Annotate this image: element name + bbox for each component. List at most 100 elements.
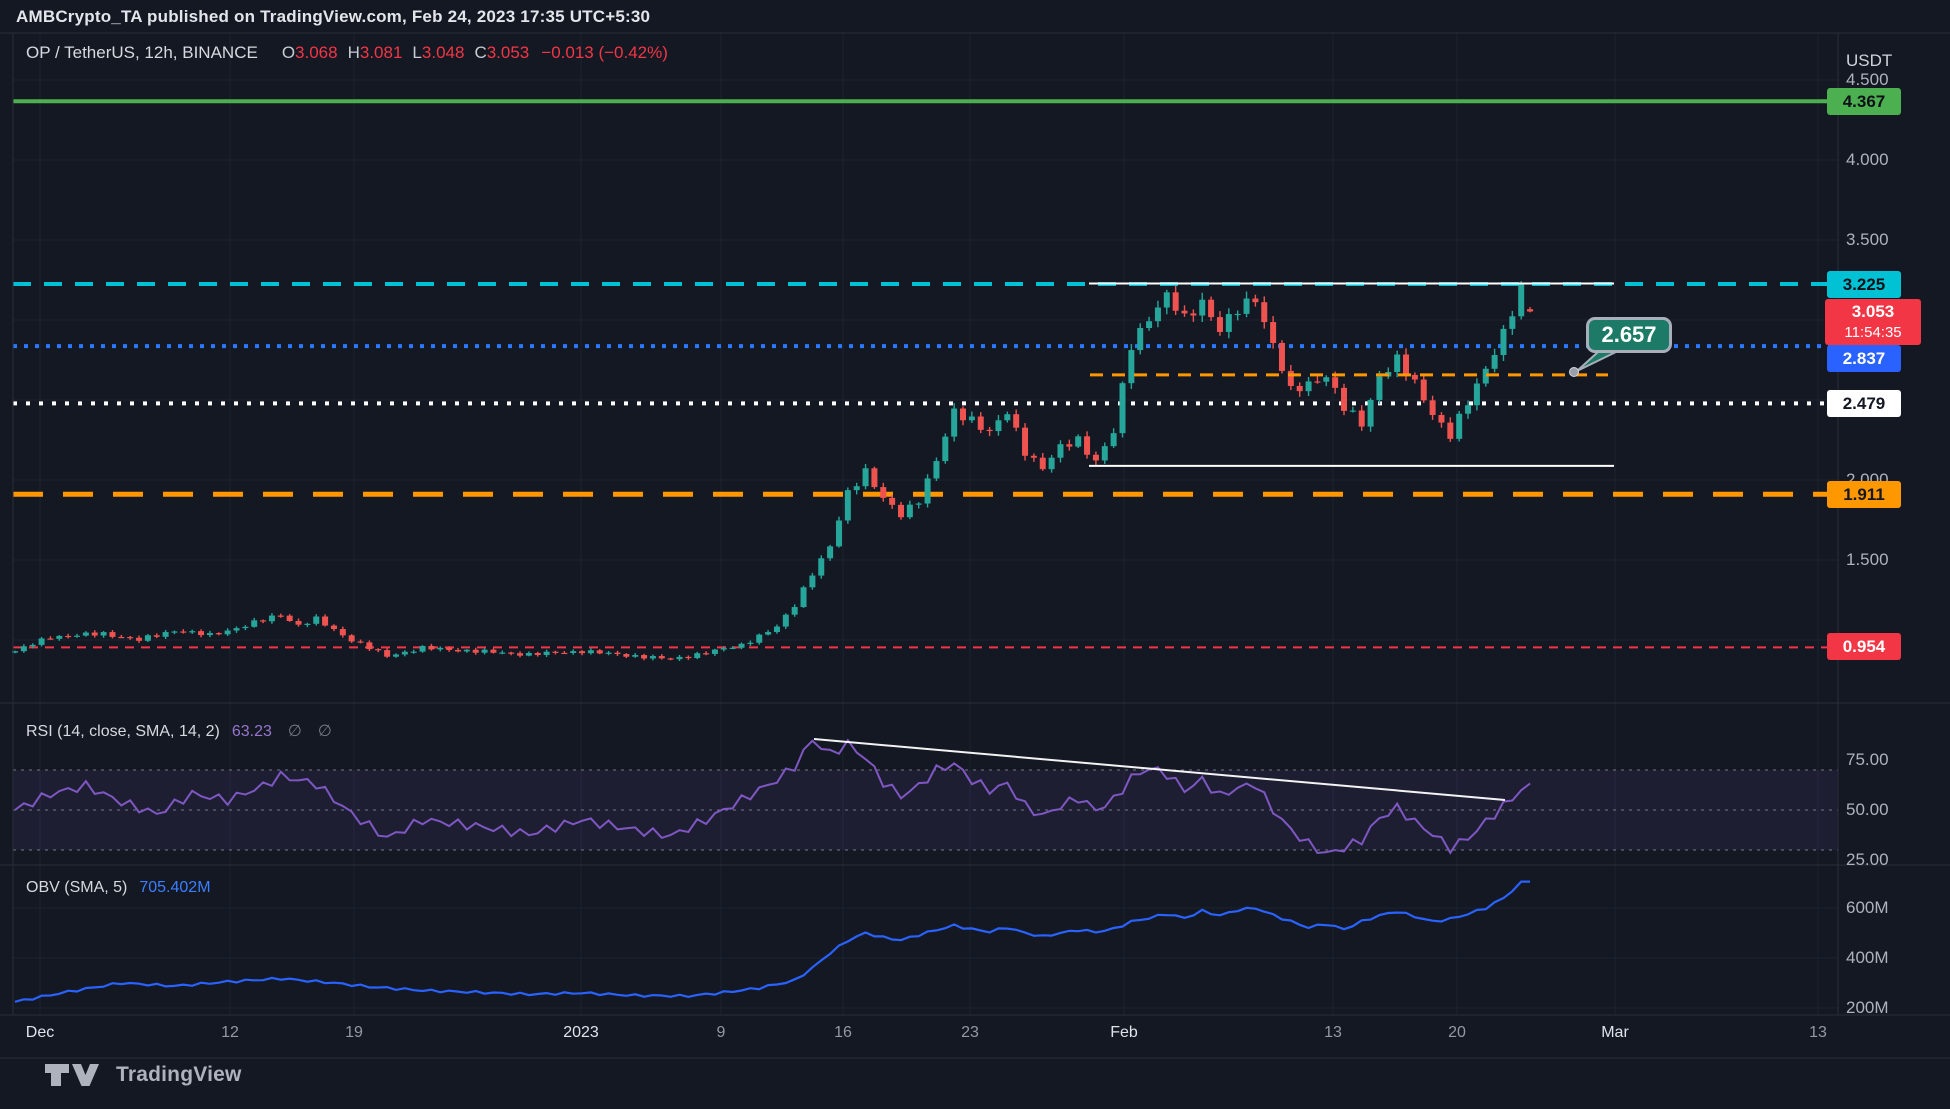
candle-body [889, 497, 896, 505]
price-label-2.479: 2.479 [1827, 390, 1901, 417]
axis-tick-label: 75.00 [1846, 750, 1889, 769]
candle-body [517, 653, 524, 656]
callout-anchor-dot[interactable] [1569, 367, 1579, 377]
candle-body [1022, 427, 1029, 456]
time-axis-label: Mar [1601, 1024, 1629, 1041]
candle-body [481, 649, 488, 653]
candle-body [1296, 385, 1303, 392]
candle-body [1092, 454, 1099, 461]
candle-body [1358, 410, 1365, 427]
obv-line[interactable] [14, 880, 1531, 1003]
candle-body [65, 635, 72, 638]
publication-header: AMBCrypto_TA published on TradingView.co… [16, 7, 651, 26]
candle-body [162, 632, 169, 637]
candle-body [1110, 433, 1117, 447]
candle-body [1163, 292, 1170, 308]
candle-body [534, 652, 541, 656]
candle-body [1278, 342, 1285, 371]
ohlc-value: 3.081 [359, 43, 403, 62]
price-callout[interactable]: 2.657 [1586, 317, 1672, 353]
candle-body [960, 408, 967, 421]
obv-value: 705.402M [139, 879, 211, 896]
candle-body [118, 636, 125, 639]
candle-body [1447, 422, 1454, 439]
candle-body [251, 620, 258, 627]
candle-body [1287, 370, 1294, 386]
candlesticks [12, 281, 1534, 662]
tradingview-branding[interactable]: TradingView [44, 1062, 242, 1088]
empty-set-icon: ∅ [287, 723, 302, 740]
candle-body [233, 628, 240, 631]
candle-body [1394, 354, 1401, 373]
time-axis-label: 12 [221, 1024, 239, 1041]
candle-body [853, 486, 860, 491]
candle-body [1039, 457, 1046, 470]
candle-body [1473, 383, 1480, 406]
candle-body [1252, 298, 1259, 303]
time-axis-label: 23 [961, 1024, 979, 1041]
candle-body [995, 420, 1002, 432]
price-label-4.367: 4.367 [1827, 88, 1901, 115]
candle-body [428, 645, 435, 650]
axis-tick-label: 200M [1846, 998, 1889, 1017]
candle-body [508, 652, 515, 654]
candle-body [765, 632, 772, 635]
candle-body [1048, 457, 1055, 470]
rsi-trendline[interactable] [813, 738, 1506, 801]
candle-body [286, 615, 293, 622]
candle-body [1066, 444, 1073, 447]
candle-body [446, 647, 453, 650]
time-axis-label: 13 [1324, 1024, 1342, 1041]
price-callout-text: 2.657 [1601, 322, 1657, 347]
candle-body [1208, 299, 1215, 318]
ohlc-values: O3.068 H3.081 L3.048 C3.053 [272, 43, 529, 62]
price-label-3.053: 3.053 11:54:35 [1825, 299, 1921, 345]
candle-body [12, 651, 18, 653]
candle-body [703, 653, 710, 655]
candle-body [649, 656, 656, 659]
candle-body [1270, 322, 1277, 343]
candle-body [1084, 436, 1091, 455]
candle-body [1323, 377, 1330, 382]
candle-body [74, 635, 81, 637]
candle-body [1154, 307, 1161, 322]
candle-body [322, 616, 329, 626]
candle-body [295, 621, 302, 625]
candle-body [924, 478, 931, 504]
rsi-value: 63.23 [231, 723, 272, 740]
candle-body [1403, 354, 1410, 375]
candle-body [1527, 309, 1534, 312]
candle-body [82, 632, 89, 636]
ohlc-value: 3.048 [421, 43, 465, 62]
candle-body [171, 631, 178, 633]
candle-body [862, 468, 869, 487]
candle-body [968, 416, 975, 421]
candle-body [1030, 455, 1037, 458]
candle-body [100, 632, 107, 636]
candle-body [401, 651, 408, 655]
candle-body [20, 646, 27, 652]
candle-body [1509, 316, 1516, 329]
price-label-3.225: 3.225 [1827, 271, 1901, 298]
time-axis-label: 19 [345, 1024, 363, 1041]
candle-body [339, 629, 346, 636]
candle-body [198, 631, 205, 636]
candle-body [632, 655, 639, 657]
candle-body [570, 651, 577, 654]
rsi-legend[interactable]: RSI (14, close, SMA, 14, 2) 63.23 ∅ ∅ [26, 721, 332, 741]
obv-legend[interactable]: OBV (SMA, 5) 705.402M [26, 879, 211, 897]
candle-body [951, 408, 958, 437]
candle-body [260, 620, 267, 622]
candle-body [1119, 383, 1126, 434]
ohlc-key: C [474, 43, 487, 62]
candle-body [623, 654, 630, 657]
symbol-legend[interactable]: OP / TetherUS, 12h, BINANCE O3.068 H3.081 L… [26, 43, 668, 63]
candle-body [366, 642, 373, 650]
candle-body [1004, 414, 1011, 421]
candle-body [1411, 374, 1418, 380]
ohlc-key: O [281, 43, 296, 62]
axis-tick-label: 3.500 [1846, 230, 1889, 249]
rsi-line[interactable] [14, 738, 1531, 855]
candle-body [552, 651, 559, 653]
